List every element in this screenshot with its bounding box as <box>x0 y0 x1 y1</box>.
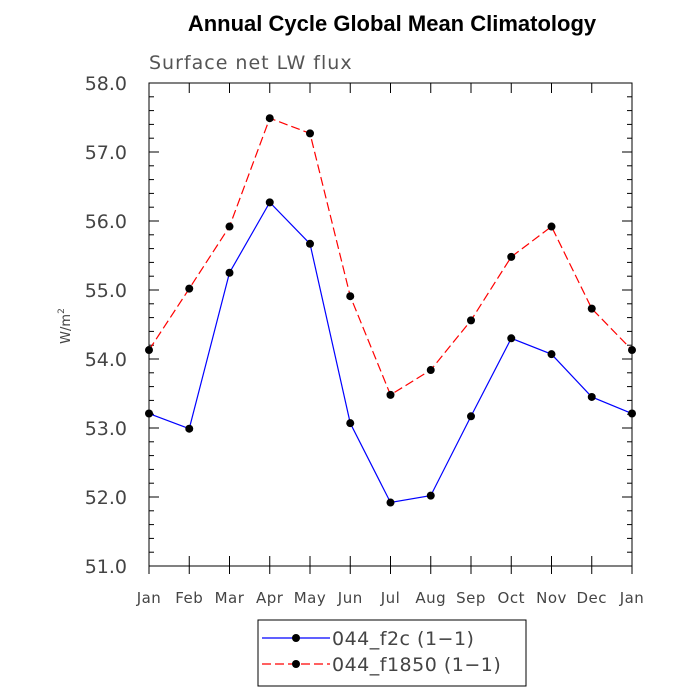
series-line <box>148 201 633 504</box>
data-point <box>467 316 475 325</box>
series-line <box>148 117 633 396</box>
chart-title: Annual Cycle Global Mean Climatology <box>188 11 597 36</box>
data-point <box>628 409 636 418</box>
data-point <box>386 498 395 507</box>
y-tick-label: 58.0 <box>85 73 127 95</box>
data-point <box>467 412 475 421</box>
x-tick-label: Jul <box>380 589 401 607</box>
y-axis-label: W/m2 <box>57 308 74 344</box>
x-tick-label: Apr <box>256 589 284 607</box>
legend-item-1: 044_f2c (1−1) <box>262 628 474 650</box>
y-axis: 51.0 52.0 53.0 54.0 55.0 56.0 57.0 58.0 <box>85 73 632 578</box>
data-point <box>507 252 516 261</box>
y-tick-label: 51.0 <box>85 556 127 578</box>
data-point <box>185 284 194 293</box>
series-layer <box>145 114 636 507</box>
data-point <box>225 268 234 277</box>
legend: 044_f2c (1−1) 044_f1850 (1−1) <box>257 619 527 687</box>
y-tick-label: 56.0 <box>85 211 127 233</box>
data-point <box>225 222 234 231</box>
legend-item-2: 044_f1850 (1−1) <box>262 654 501 676</box>
data-point <box>265 114 274 123</box>
legend-box <box>257 619 527 687</box>
plot-frame <box>148 82 633 567</box>
data-point <box>426 366 435 375</box>
legend-marker <box>292 660 300 668</box>
plot-border <box>148 82 633 567</box>
data-point <box>265 198 274 207</box>
x-tick-label: Nov <box>536 589 567 607</box>
data-point <box>547 222 556 231</box>
data-point <box>507 334 516 343</box>
y-tick-label: 55.0 <box>85 280 127 302</box>
x-tick-label: Feb <box>175 589 203 607</box>
x-tick-label: Dec <box>576 589 607 607</box>
data-point <box>587 304 596 313</box>
data-point <box>346 419 355 428</box>
data-point <box>386 390 395 399</box>
x-axis: Jan Feb Mar Apr May Jun Jul Aug Sep Oct Nov Dec Jan <box>136 83 645 607</box>
data-point <box>628 346 636 355</box>
data-point <box>145 346 153 355</box>
data-point <box>306 239 314 248</box>
legend-label: 044_f2c (1−1) <box>332 628 474 650</box>
data-point <box>306 129 314 138</box>
legend-label: 044_f1850 (1−1) <box>332 654 501 676</box>
y-tick-label: 57.0 <box>85 142 127 164</box>
data-point <box>346 292 355 301</box>
data-point <box>587 392 596 401</box>
chart-subtitle: Surface net LW flux <box>149 52 353 74</box>
series-1 <box>145 198 636 507</box>
y-tick-label: 52.0 <box>85 487 127 509</box>
x-tick-label: Sep <box>456 589 486 607</box>
x-tick-label: Jan <box>136 589 162 607</box>
data-point <box>145 409 153 418</box>
legend-marker <box>292 634 300 642</box>
x-tick-label: Jan <box>619 589 645 607</box>
series-2 <box>145 114 636 399</box>
y-tick-label: 53.0 <box>85 418 127 440</box>
x-tick-label: Jun <box>337 589 363 607</box>
data-point <box>426 491 435 500</box>
x-tick-label: Aug <box>415 589 446 607</box>
data-point <box>547 350 556 359</box>
x-tick-label: Mar <box>215 589 245 607</box>
y-tick-label: 54.0 <box>85 349 127 371</box>
x-tick-label: Oct <box>498 589 525 607</box>
data-point <box>185 424 194 433</box>
x-tick-label: May <box>294 589 327 607</box>
